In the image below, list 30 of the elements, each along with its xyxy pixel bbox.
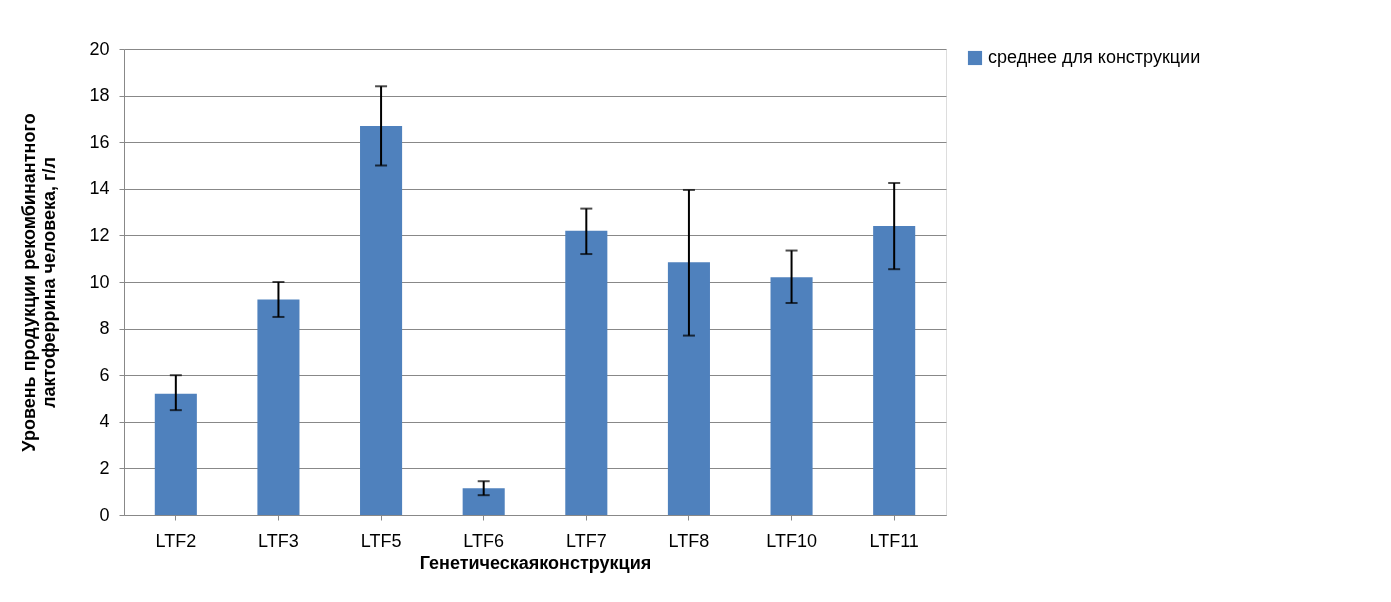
x-tick-label: LTF11 [869,530,919,551]
y-tick-label: 12 [89,224,110,245]
y-tick-label: 14 [89,178,110,199]
bar [462,488,505,515]
x-tick-label: LTF3 [258,530,299,551]
x-tick-label: LTF6 [463,530,505,551]
x-tick-label: LTF8 [668,530,710,551]
bar [154,393,197,515]
y-axis-title: Уровень продукции рекомбинантного лактоферрина человека, г/л [19,113,60,452]
bar [565,230,608,515]
y-tick-label: 4 [99,411,110,432]
y-tick-label: 18 [89,85,110,106]
y-tick-label: 8 [99,318,110,339]
y-tick-label: 20 [89,38,110,59]
y-tick-label: 10 [89,271,110,292]
x-tick-label: LTF5 [360,530,402,551]
x-tick-label: LTF7 [565,530,607,551]
x-axis-title: Генетическаяконструкция [419,552,652,573]
bar [667,262,710,515]
x-tick-label: LTF10 [766,530,817,551]
y-tick-label: 2 [99,457,110,478]
y-tick-label: 16 [89,131,110,152]
bar [257,299,300,515]
y-tick-label: 6 [99,364,110,385]
bar [873,226,916,515]
bar [360,125,403,515]
y-tick-label: 0 [99,504,110,525]
x-tick-label: LTF2 [155,530,197,551]
bar [770,277,813,515]
legend-label: среднее для конструкции [988,47,1201,67]
